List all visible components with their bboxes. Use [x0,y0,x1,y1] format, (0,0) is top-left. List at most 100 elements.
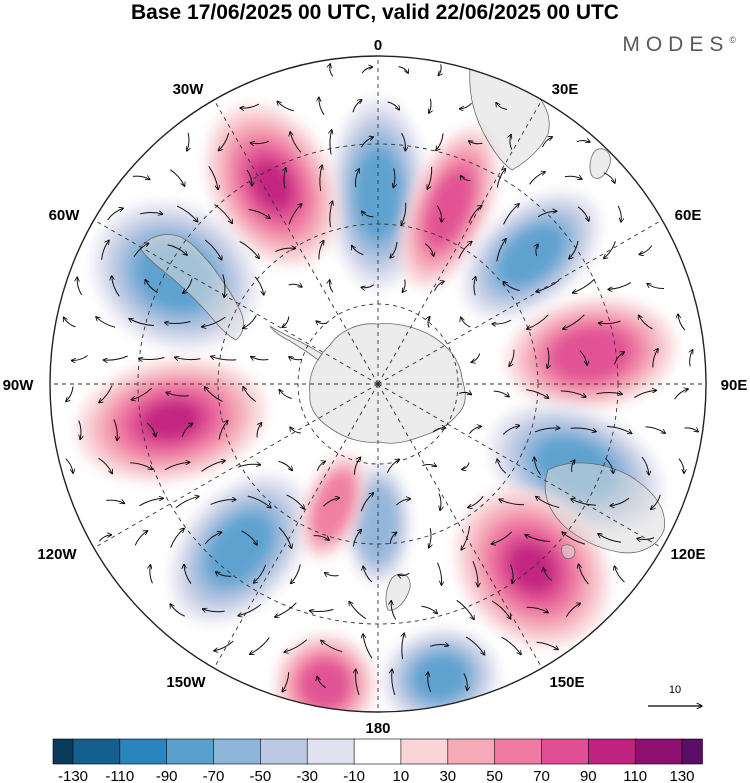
wind-vector [79,420,81,440]
wind-vector [541,137,552,148]
wind-vector [240,103,260,108]
wind-vector [496,168,505,188]
anomaly-lobe [506,298,676,410]
wind-vector [284,168,286,189]
wind-vector [360,493,373,512]
colorbar-tick-labels: -130 -110 -90 -70 -50 -30 -10 10 30 50 70 90 110 130 [58,768,695,783]
wind-vector [424,243,434,257]
map-disc [50,56,706,712]
wind-vector [71,355,88,361]
wind-vector [184,564,192,584]
wind-vector [437,562,442,586]
wind-vector [253,564,267,583]
wind-vector [565,603,580,618]
wind-vector [674,389,689,400]
wind-vector [321,640,343,653]
wind-vector [536,244,538,257]
wind-vector [572,278,595,293]
colorbar-swatch [166,738,215,765]
wind-vector [526,606,549,612]
colorbar-tick: -10 [343,768,365,783]
lon-label-30e: 30E [552,81,579,98]
lon-label-90e: 90E [721,377,748,394]
colorbar-swatch [306,738,355,765]
wind-vector [637,538,655,540]
wind-vector [103,355,128,360]
meridian-line [213,99,379,385]
wind-vector [510,134,512,150]
wind-vector [254,276,264,295]
antarctic-peninsula [269,325,323,361]
wind-vector [577,206,589,221]
wind-vector [282,316,290,328]
wind-vector [361,284,375,288]
lon-label-60w: 60W [49,207,81,224]
wind-vector [474,277,476,296]
wind-vector [65,458,73,474]
wind-vector [320,165,322,192]
wind-vector [361,67,373,74]
wind-vector [239,240,260,258]
wind-vector [684,428,699,432]
wind-vector [503,204,520,225]
anomaly-contour [497,224,565,287]
wind-vector [606,425,632,433]
wind-vector [77,277,83,296]
wind-vector [181,423,193,438]
wind-vector [501,636,521,654]
wind-vector [131,387,153,400]
wind-vector [401,202,407,225]
wind-vector [317,676,327,689]
reference-vector: 10 [648,684,702,706]
wind-vector [352,245,364,256]
wind-vector [214,204,233,224]
brand-logo: MODES© [622,33,736,57]
wind-vector [429,644,449,646]
meridian-line [377,383,663,549]
wind-vector [398,66,409,74]
wind-vector [214,640,234,651]
wind-vector [395,499,410,506]
wind-vector [355,169,359,188]
colorbar-swatch [260,738,308,765]
lon-label-150e: 150E [549,674,584,691]
wind-vector [243,387,257,402]
wind-vector [134,531,148,546]
wind-vector [150,565,153,584]
wind-vector [98,457,113,473]
wind-vector [571,499,597,506]
wind-vector [286,494,305,509]
wind-vector [678,314,686,331]
wind-vector [238,603,262,616]
wind-vector [493,390,510,397]
wind-vector [275,602,297,617]
wind-vector [428,672,432,693]
wind-vector [132,176,150,179]
wind-vector [187,132,189,151]
wind-vector [218,133,230,151]
reference-vector-label: 10 [669,684,681,696]
anomaly-contour [412,653,469,702]
wind-vector [330,130,332,155]
wind-vector [202,316,226,327]
wind-vector [145,280,158,293]
graticule [50,56,706,712]
wind-vector [66,386,74,401]
wind-vector [537,211,557,218]
colorbar-swatch [353,738,402,765]
colorbar [52,738,703,765]
wind-vector [428,316,430,328]
anomaly-lobe [77,359,266,482]
wind-vector [598,534,622,543]
wind-vector [250,637,270,655]
wind-vector [638,315,653,330]
wind-vector [277,101,294,112]
anomaly-lobe [400,127,499,289]
wind-vector [458,241,472,259]
colorbar-swatch [587,738,636,765]
wind-vector [323,498,339,507]
wind-vector [471,353,481,363]
colorbar-tick: -70 [203,768,225,783]
wind-vector [319,97,325,116]
